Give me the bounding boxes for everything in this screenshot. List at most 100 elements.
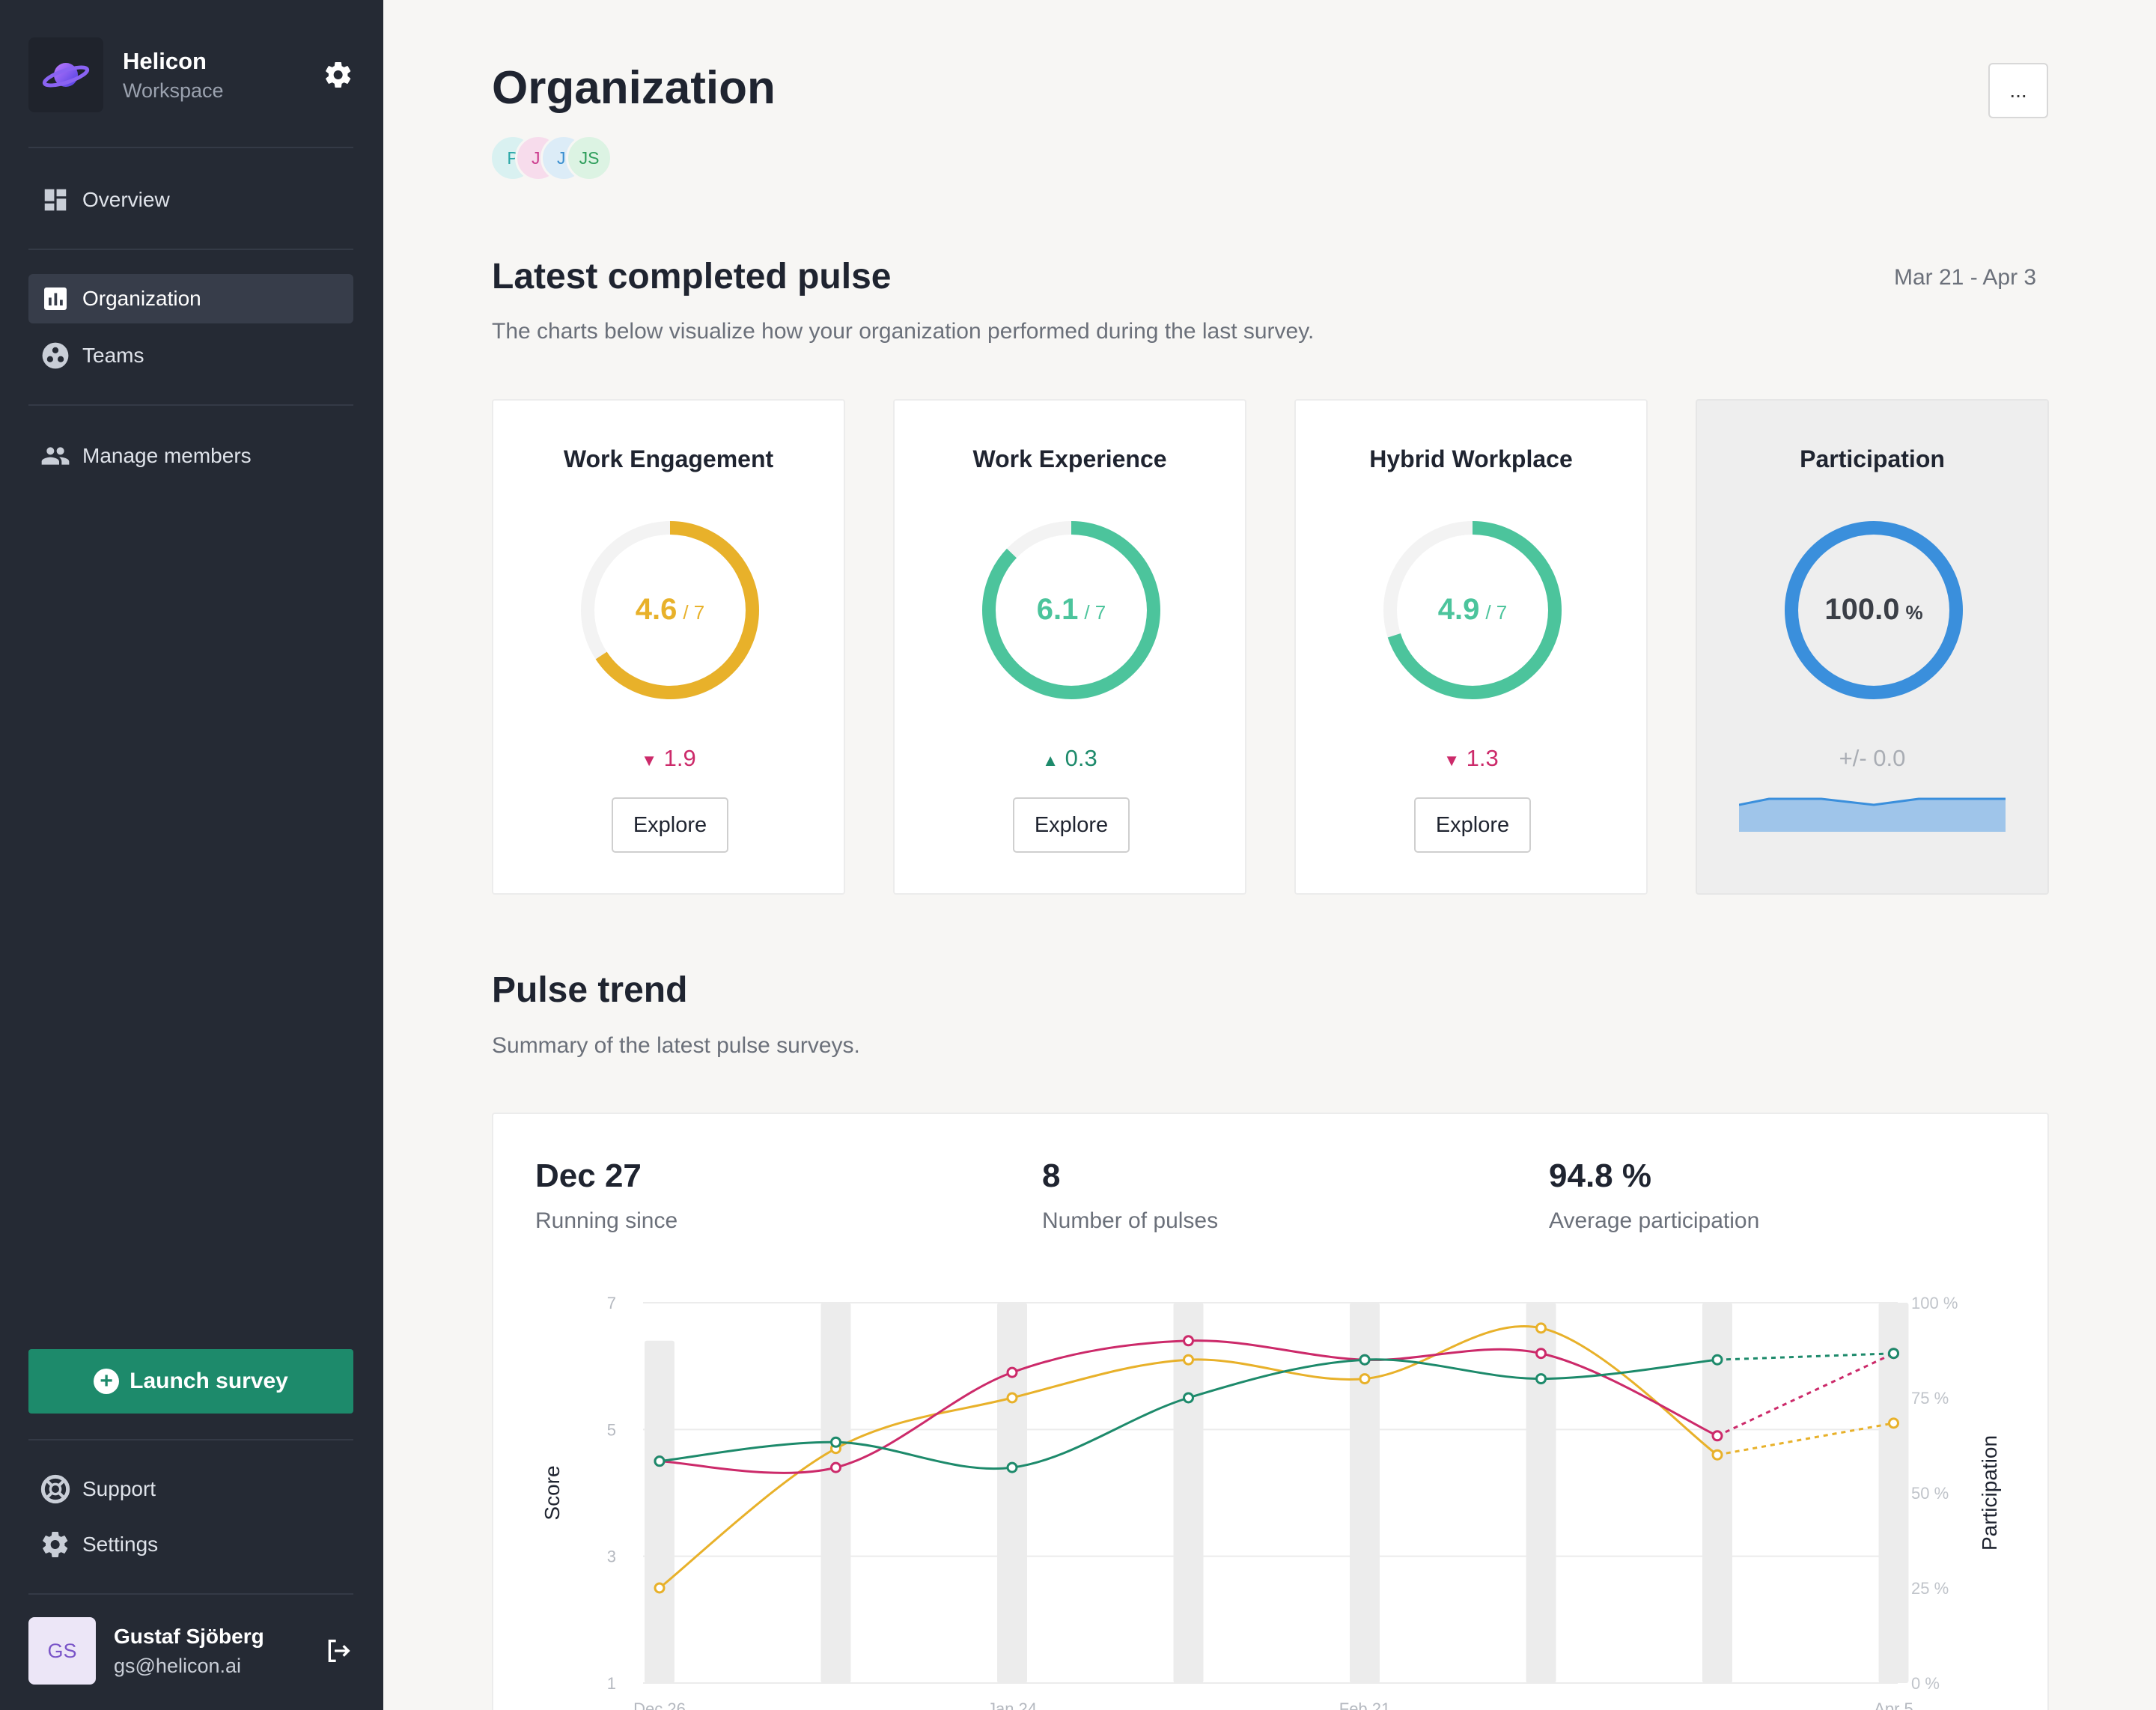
pulse-count-value: 8 xyxy=(1042,1157,1061,1194)
y-tick-label: 5 xyxy=(607,1420,616,1439)
latest-pulse-title: Latest completed pulse xyxy=(492,257,892,296)
sidebar-item-manage-members[interactable]: Manage members xyxy=(28,431,353,481)
workspace-name: Helicon xyxy=(123,48,207,74)
sidebar-divider xyxy=(28,1593,353,1595)
pulse-count-label: Number of pulses xyxy=(1042,1208,1219,1233)
workspace-settings-icon[interactable] xyxy=(323,60,353,90)
data-point xyxy=(830,1461,841,1473)
data-point xyxy=(1359,1354,1371,1366)
data-point xyxy=(1535,1322,1547,1334)
series-projection-line xyxy=(1717,1352,1894,1361)
participation-bar xyxy=(645,1340,674,1683)
data-point xyxy=(1183,1392,1194,1404)
data-point xyxy=(1711,1449,1723,1461)
participation-bar xyxy=(1702,1303,1732,1683)
sidebar-item-support[interactable]: Support xyxy=(28,1464,353,1514)
up-arrow-icon: ▲ xyxy=(1042,751,1059,770)
logout-icon[interactable] xyxy=(323,1636,353,1666)
x-tick-label: Feb 21 xyxy=(1339,1700,1391,1710)
data-point xyxy=(1711,1430,1723,1442)
score-value: 6.1 xyxy=(1037,593,1079,626)
svg-text:100.0%: 100.0% xyxy=(1824,593,1922,626)
sidebar-item-overview[interactable]: Overview xyxy=(28,175,353,225)
avatar[interactable]: GS xyxy=(28,1617,96,1685)
pulse-trend-subtitle: Summary of the latest pulse surveys. xyxy=(492,1033,860,1058)
participation-bar xyxy=(997,1303,1027,1683)
explore-button[interactable]: Explore xyxy=(612,797,728,853)
sidebar-item-organization[interactable]: Organization xyxy=(28,274,353,323)
y-tick-label: 3 xyxy=(607,1548,616,1566)
participation-bar xyxy=(1878,1303,1909,1683)
score-delta: ▼ 1.9 xyxy=(641,745,696,771)
more-options-button[interactable]: ... xyxy=(1988,63,2048,118)
score-value: 4.9 xyxy=(1438,593,1480,626)
pulse-trend-card: Dec 27 Running since 8 Number of pulses … xyxy=(492,1113,2049,1710)
avg-participation-label: Average participation xyxy=(1549,1208,1760,1233)
participation-value: 100.0 xyxy=(1824,593,1899,626)
data-point xyxy=(830,1436,841,1448)
sidebar-item-teams[interactable]: Teams xyxy=(28,331,353,380)
metric-card-hybrid-workplace: Hybrid Workplace 4.9/ 7 ▼ 1.3 Explore xyxy=(1294,399,1648,895)
svg-text:6.1/ 7: 6.1/ 7 xyxy=(1037,593,1106,626)
lifebuoy-icon xyxy=(40,1474,70,1504)
sidebar-item-label: Manage members xyxy=(82,444,252,467)
y2-tick-label: 75 % xyxy=(1911,1389,1949,1408)
data-point xyxy=(1888,1348,1899,1360)
participation-bar xyxy=(1526,1303,1556,1683)
y2-tick-label: 50 % xyxy=(1911,1484,1949,1503)
card-title: Work Experience xyxy=(972,445,1167,472)
date-range: Mar 21 - Apr 3 xyxy=(1894,265,2037,290)
data-point xyxy=(1183,1354,1194,1366)
explore-button[interactable]: Explore xyxy=(1013,797,1130,853)
participation-bar xyxy=(820,1303,851,1683)
x-tick-label: Jan 24 xyxy=(987,1700,1037,1710)
participation-sparkline xyxy=(1739,797,2006,832)
sidebar-divider xyxy=(28,404,353,406)
sidebar-item-label: Support xyxy=(82,1477,156,1500)
explore-button[interactable]: Explore xyxy=(1414,797,1531,853)
running-since-label: Running since xyxy=(535,1208,678,1233)
series-projection-line xyxy=(1717,1422,1894,1456)
participation-suffix: % xyxy=(1905,601,1922,624)
bar-chart-icon xyxy=(40,284,70,314)
people-icon xyxy=(40,441,70,471)
score-delta: ▼ 1.3 xyxy=(1443,745,1499,771)
teams-icon xyxy=(40,341,70,371)
data-point xyxy=(1535,1348,1547,1360)
sidebar-item-label: Overview xyxy=(82,188,170,211)
latest-pulse-subtitle: The charts below visualize how your orga… xyxy=(492,319,1315,344)
sidebar-divider xyxy=(28,147,353,148)
workspace-header[interactable]: Helicon Workspace xyxy=(28,37,353,112)
card-title: Hybrid Workplace xyxy=(1369,445,1573,472)
data-point xyxy=(1006,1461,1018,1473)
data-point xyxy=(1183,1335,1194,1347)
card-title: Participation xyxy=(1800,445,1945,472)
metric-card-work-experience: Work Experience 6.1/ 7 ▲ 0.3 Explore xyxy=(893,399,1246,895)
participation-bar xyxy=(1173,1303,1204,1683)
member-avatar[interactable]: JS xyxy=(566,135,612,181)
y-tick-label: 1 xyxy=(607,1674,616,1693)
score-suffix: / 7 xyxy=(683,601,704,624)
sidebar-item-label: Teams xyxy=(82,344,144,367)
plus-circle-icon: + xyxy=(94,1369,120,1394)
launch-survey-label: Launch survey xyxy=(130,1369,288,1393)
sidebar-item-settings[interactable]: Settings xyxy=(28,1520,353,1569)
launch-survey-button[interactable]: + Launch survey xyxy=(28,1349,353,1414)
sidebar-divider xyxy=(28,249,353,250)
helicon-logo xyxy=(28,37,103,112)
y2-tick-label: 0 % xyxy=(1911,1674,1940,1693)
metric-card-participation: Participation 100.0% +/- 0.0 xyxy=(1696,399,2049,895)
sidebar: Helicon Workspace Overview Organization … xyxy=(0,0,383,1710)
score-ring: 4.6 / 7 xyxy=(581,521,759,699)
participation-delta: +/- 0.0 xyxy=(1839,745,1906,771)
score-value: 4.6 xyxy=(636,593,677,626)
y-tick-label: 7 xyxy=(607,1294,616,1312)
y2-axis-label: Participation xyxy=(1978,1435,2001,1551)
score-suffix: / 7 xyxy=(1084,601,1106,624)
pulse-trend-chart: 7 5 3 1 100 % 75 % 50 % 25 % 0 % Score Participati… xyxy=(540,1294,2001,1710)
data-point xyxy=(1359,1373,1371,1385)
score-ring: 6.1/ 7 xyxy=(982,521,1160,699)
running-since-value: Dec 27 xyxy=(535,1157,642,1194)
gear-icon xyxy=(40,1530,70,1560)
participation-bar xyxy=(1350,1303,1380,1683)
